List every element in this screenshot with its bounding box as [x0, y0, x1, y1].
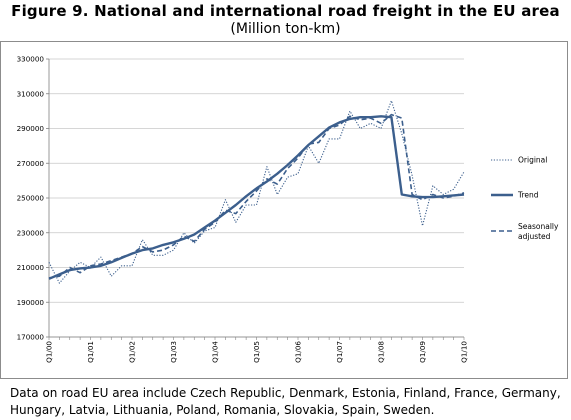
footnote: Data on road EU area include Czech Repub…	[10, 386, 561, 417]
chart-frame	[0, 41, 568, 379]
y-tick-label: 210000	[17, 263, 45, 272]
x-tick-label: Q1/09	[418, 341, 427, 363]
series-line-trend	[48, 115, 465, 280]
y-tick-label: 290000	[17, 124, 45, 133]
y-tick-label: 330000	[17, 55, 45, 64]
x-tick-label: Q1/01	[86, 341, 95, 363]
axes: 170000 190000 210000 230000 250000 270000 2900…	[17, 55, 469, 363]
x-tick-label: Q1/08	[377, 341, 386, 363]
chart-subtitle: (Million ton-km)	[230, 21, 341, 37]
x-tick-label: Q1/05	[252, 341, 261, 363]
y-tick-label: 230000	[17, 228, 45, 237]
legend-label: Original	[518, 156, 547, 165]
x-tick-label: Q1/07	[335, 341, 344, 363]
x-tick-label: Q1/03	[169, 341, 178, 363]
y-tick-label: 170000	[17, 333, 45, 342]
x-tick-label: Q1/10	[460, 341, 469, 363]
x-tick-label: Q1/04	[211, 341, 220, 363]
x-tick-label: Q1/00	[45, 341, 54, 363]
gridlines	[49, 58, 464, 338]
chart-title: Figure 9. National and international roa…	[11, 2, 560, 20]
legend-label: Trend	[517, 191, 539, 200]
legend-label: adjusted	[518, 232, 551, 241]
series-lines	[48, 100, 465, 284]
y-tick-label: 190000	[17, 298, 45, 307]
series-line-seasonally-adjusted	[48, 113, 465, 279]
x-tick-label: Q1/06	[294, 341, 303, 363]
y-tick-label: 250000	[17, 194, 45, 203]
legend-label: Seasonally	[518, 222, 559, 231]
x-tick-label: Q1/02	[128, 341, 137, 363]
y-tick-label: 270000	[17, 159, 45, 168]
y-tick-label: 310000	[17, 89, 45, 98]
